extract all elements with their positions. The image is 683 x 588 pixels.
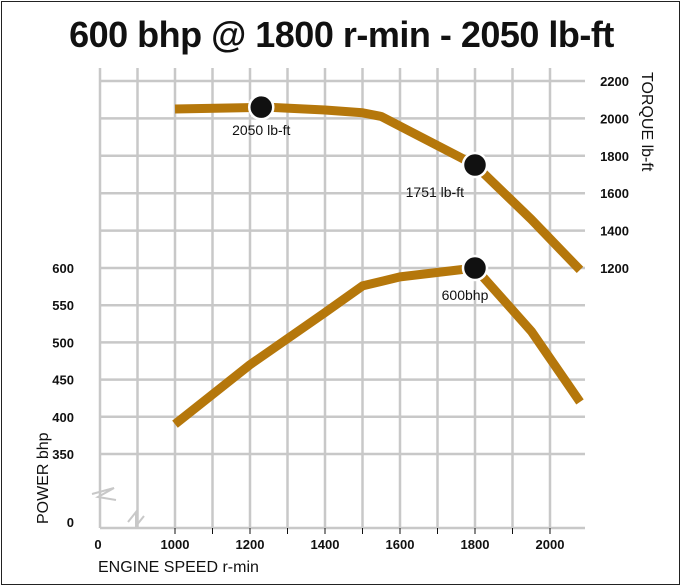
left-axis-label: POWER bhp xyxy=(35,432,52,524)
torque-line xyxy=(174,102,584,274)
peak-marker xyxy=(461,254,489,282)
left-tick-label: 350 xyxy=(52,447,74,462)
left-tick-label: 450 xyxy=(52,373,74,388)
left-tick-label: 400 xyxy=(52,410,74,425)
peak-marker xyxy=(248,93,275,121)
annotation-label: 600bhp xyxy=(442,287,489,303)
x-tick-label: 1600 xyxy=(386,537,415,552)
peak-marker xyxy=(461,151,489,179)
right-tick-label: 2000 xyxy=(600,111,629,126)
x-tick-label: 1000 xyxy=(161,537,190,552)
x-axis-label: ENGINE SPEED r-min xyxy=(98,559,259,576)
right-tick-label: 1200 xyxy=(600,261,629,276)
annotation-label: 1751 lb-ft xyxy=(406,184,464,200)
left-tick-label: 600 xyxy=(52,261,74,276)
left-tick-label: 550 xyxy=(52,298,74,313)
x-tick-label: 1800 xyxy=(461,537,490,552)
right-tick-label: 1600 xyxy=(600,186,629,201)
x-tick-label: 0 xyxy=(94,537,101,552)
right-axis-label: TORQUE lb-ft xyxy=(638,72,655,172)
chart-title: 600 bhp @ 1800 r-min - 2050 lb-ft xyxy=(69,14,614,55)
left-tick-label: 500 xyxy=(52,335,74,350)
x-axis-break xyxy=(127,509,145,529)
x-tick-label: 1200 xyxy=(236,537,265,552)
right-tick-label: 1800 xyxy=(600,149,629,164)
power-line xyxy=(172,263,584,428)
left-tick-label: 0 xyxy=(67,515,74,530)
x-tick-label: 2000 xyxy=(536,537,565,552)
y-axis-break xyxy=(91,487,117,501)
x-tick-label: 1400 xyxy=(311,537,340,552)
right-tick-label: 2200 xyxy=(600,74,629,89)
annotation-label: 2050 lb-ft xyxy=(232,122,290,138)
right-tick-label: 1400 xyxy=(600,224,629,239)
